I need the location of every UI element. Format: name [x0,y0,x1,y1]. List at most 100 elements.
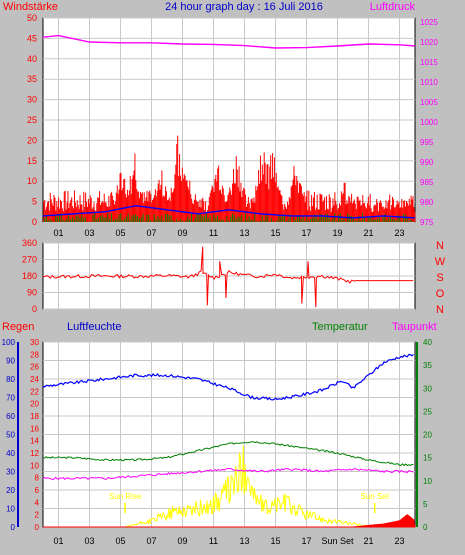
y2-tick-label: 1025 [420,18,438,27]
x-tick-label: 09 [177,536,187,546]
x-tick-label: Sun Set [321,536,354,546]
compass-label: S [436,272,443,284]
pressure-line [42,34,416,49]
x-tick-label: 19 [332,228,342,238]
x-tick-label: 21 [363,228,373,238]
y-tick-label: 20 [27,135,37,145]
temperature-tick-label: 0 [423,523,428,532]
humidity-tick-label: 100 [2,338,16,347]
humidity-tick-label: 0 [11,523,16,532]
humidity-line [42,353,414,401]
pressure-label: Luftdruck [370,1,416,13]
y-tick-label: 10 [27,176,37,186]
x-tick-label: 05 [115,228,125,238]
dewpoint-line [42,467,414,481]
rain-area [43,514,416,528]
rain-label: Regen [2,321,34,333]
compass-label: N [436,240,444,252]
y-tick-label: 360 [22,238,37,248]
dewpoint-label: Taupunkt [392,321,437,333]
temperature-tick-label: 5 [423,500,428,509]
x-tick-label: 17 [301,228,311,238]
rain-tick-label: 26 [30,363,39,372]
y-tick-label: 50 [27,13,37,23]
solar-line [125,445,375,528]
compass-label: O [436,288,445,300]
x-tick-label: 17 [301,536,311,546]
wind-direction-line [42,246,414,308]
wind-label: Windstärke [3,1,58,13]
x-tick-label: 11 [209,536,218,546]
x-tick-label: 09 [177,228,187,238]
humidity-tick-label: 80 [6,375,15,384]
sunrise-label: Sun Rise [109,492,142,501]
wind-pressure-panel: 0510152025303540455097598098599099510001… [27,13,438,238]
x-tick-label: 15 [270,536,280,546]
humidity-tick-label: 30 [6,468,15,477]
y2-tick-label: 1015 [420,58,438,67]
x-tick-label: 07 [146,228,156,238]
y-tick-label: 0 [32,217,37,227]
humidity-tick-label: 60 [6,412,15,421]
y2-tick-label: 1000 [420,118,438,127]
rain-tick-label: 30 [30,338,39,347]
temperature-label: Temperatur [312,321,368,333]
y2-tick-label: 985 [420,178,434,187]
y-tick-label: 25 [27,115,37,125]
rain-tick-label: 16 [30,424,39,433]
rain-tick-label: 4 [35,498,40,507]
x-tick-label: 07 [146,536,156,546]
rain-tick-label: 14 [30,437,39,446]
y-tick-label: 35 [27,74,37,84]
y-tick-label: 40 [27,54,37,64]
rain-tick-label: 10 [30,461,39,470]
temperature-tick-label: 10 [423,477,432,486]
y-tick-label: 180 [22,271,37,281]
x-tick-label: 15 [270,228,280,238]
rain-tick-label: 18 [30,412,39,421]
y2-tick-label: 1005 [420,98,438,107]
y-tick-label: 90 [27,288,37,298]
x-tick-label: 03 [84,228,94,238]
x-tick-label: 23 [394,536,404,546]
y-tick-label: 45 [27,33,37,43]
temperature-tick-label: 20 [423,431,432,440]
temperature-tick-label: 40 [423,338,432,347]
x-tick-label: 01 [53,228,63,238]
humidity-tick-label: 20 [6,486,15,495]
x-tick-label: 03 [84,536,94,546]
y2-tick-label: 980 [420,198,434,207]
temperature-tick-label: 25 [423,407,432,416]
rain-tick-label: 2 [35,511,40,520]
y-tick-label: 0 [32,304,37,314]
temperature-tick-label: 30 [423,384,432,393]
humidity-tick-label: 50 [6,431,15,440]
temperature-tick-label: 15 [423,454,432,463]
y-tick-label: 15 [27,156,37,166]
y2-tick-label: 1020 [420,38,438,47]
compass-label: N [436,304,444,316]
x-tick-label: 05 [115,536,125,546]
rain-tick-label: 12 [30,449,39,458]
rain-tick-label: 22 [30,387,39,396]
rain-tick-label: 6 [35,486,40,495]
humidity-tick-label: 40 [6,449,15,458]
rain-tick-label: 20 [30,400,39,409]
chart-title: 24 hour graph day : 16 Juli 2016 [165,1,323,13]
humidity-tick-label: 90 [6,357,15,366]
x-tick-label: 13 [239,536,249,546]
humidity-tick-label: 10 [6,505,15,514]
y-tick-label: 30 [27,95,37,105]
sunset-label: Sun Set [360,492,389,501]
humidity-tick-label: 70 [6,394,15,403]
x-tick-label: 23 [394,228,404,238]
y2-tick-label: 975 [420,218,434,227]
y2-tick-label: 995 [420,138,434,147]
y-tick-label: 270 [22,255,37,265]
rain-tick-label: 28 [30,350,39,359]
y2-tick-label: 1010 [420,78,438,87]
y2-tick-label: 990 [420,158,434,167]
rain-tick-label: 24 [30,375,39,384]
